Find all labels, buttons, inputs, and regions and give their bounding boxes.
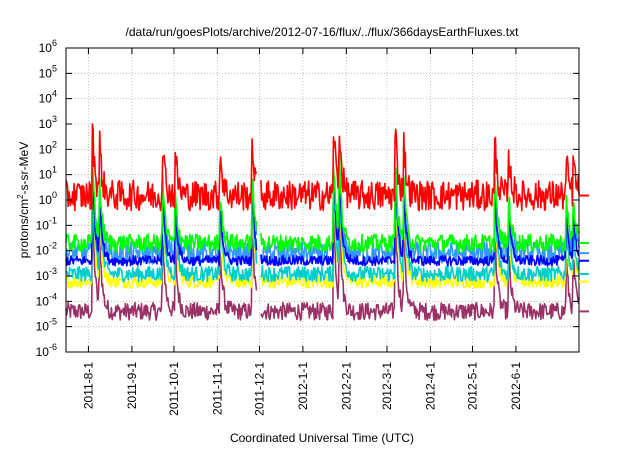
y-tick-exponent: -3 [49, 266, 57, 276]
y-tick-exponent: 2 [52, 139, 57, 149]
x-axis: 2011-8-1 2011-9-1 2011-10-1 2011-11-1 2011-1… [81, 48, 523, 416]
x-tick-label: 2011-9-1 [125, 362, 139, 409]
flux-series-line [65, 174, 580, 283]
y-tick-exponent: 1 [52, 165, 57, 175]
y-tick-base: 10 [39, 41, 53, 55]
x-tick-label: 2012-4-1 [423, 362, 437, 410]
y-axis-label-sup: 2 [16, 194, 25, 199]
x-axis-label: Coordinated Universal Time (UTC) [230, 431, 414, 445]
y-tick-label: 106 [39, 38, 57, 55]
y-tick-exponent: 3 [52, 114, 57, 124]
y-tick-label: 101 [39, 165, 57, 182]
y-tick-label: 100 [39, 190, 57, 207]
y-tick-label: 104 [39, 89, 57, 106]
y-tick-base: 10 [39, 92, 53, 106]
y-tick-base: 10 [39, 117, 53, 131]
y-tick-exponent: 6 [52, 38, 57, 48]
y-tick-label: 10-4 [36, 291, 57, 308]
x-tick-label: 2011-8-1 [81, 362, 95, 409]
y-tick-label: 10-5 [36, 317, 57, 334]
flux-series-line [65, 214, 580, 321]
y-tick-base: 10 [36, 244, 50, 258]
y-axis: 10610510410310210110010-110-210-310-410-… [36, 38, 579, 359]
y-tick-label: 10-2 [36, 241, 57, 258]
y-tick-exponent: -4 [49, 291, 57, 301]
y-tick-base: 10 [39, 66, 53, 80]
y-tick-base: 10 [39, 142, 53, 156]
y-tick-exponent: 0 [52, 190, 57, 200]
y-tick-base: 10 [36, 294, 50, 308]
x-tick-label: 2012-1-1 [296, 362, 310, 410]
y-tick-label: 105 [39, 63, 57, 80]
series-end-markers [579, 194, 589, 313]
y-tick-exponent: 5 [52, 63, 57, 73]
series-group [65, 123, 580, 321]
x-tick-label: 2011-10-1 [167, 362, 181, 416]
chart-title: /data/run/goesPlots/archive/2012-07-16/f… [126, 25, 520, 39]
y-tick-label: 10-1 [36, 215, 57, 232]
y-tick-exponent: -1 [49, 215, 57, 225]
y-tick-exponent: 4 [52, 89, 57, 99]
y-tick-label: 10-3 [36, 266, 57, 283]
y-tick-base: 10 [36, 320, 50, 334]
y-tick-base: 10 [39, 193, 53, 207]
x-tick-label: 2011-12-1 [252, 362, 266, 416]
flux-series-line [65, 166, 580, 267]
x-tick-label: 2012-6-1 [509, 362, 523, 410]
y-tick-label: 102 [39, 139, 57, 156]
y-tick-exponent: -6 [49, 342, 57, 352]
x-tick-label: 2012-3-1 [380, 362, 394, 410]
y-tick-base: 10 [39, 168, 53, 182]
flux-series-line [65, 153, 580, 253]
flux-series-line [65, 123, 580, 212]
y-axis-label-base: protons/cm [17, 199, 31, 258]
y-tick-exponent: -2 [49, 241, 57, 251]
y-axis-label-rest: -s-sr-MeV [17, 142, 31, 195]
y-axis-label: protons/cm2-s-sr-MeV [16, 142, 31, 258]
y-tick-label: 10-6 [36, 342, 57, 359]
x-tick-label: 2011-11-1 [210, 362, 224, 415]
y-tick-base: 10 [36, 345, 50, 359]
x-tick-label: 2012-2-1 [339, 362, 353, 410]
y-tick-label: 103 [39, 114, 57, 131]
y-tick-base: 10 [36, 218, 50, 232]
y-tick-base: 10 [36, 269, 50, 283]
y-tick-exponent: -5 [49, 317, 57, 327]
x-tick-label: 2012-5-1 [465, 362, 479, 410]
